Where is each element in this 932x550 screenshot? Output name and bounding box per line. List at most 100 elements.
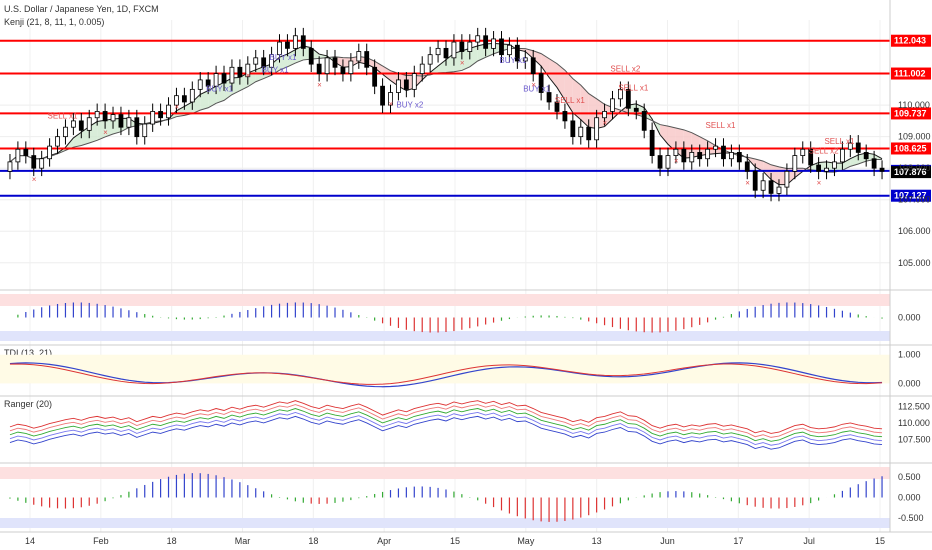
candle-body (348, 60, 354, 75)
signal-marker: × (745, 178, 750, 187)
candlestick-series (7, 27, 885, 202)
cloud-segment (192, 94, 201, 114)
candle-body (863, 152, 869, 160)
candle-body (507, 44, 512, 56)
price-tick-label: 107.000 (898, 195, 931, 205)
candle-body (752, 170, 758, 191)
signal-marker: × (32, 175, 37, 184)
signal-label: BUY x1 (206, 85, 234, 94)
price-level-badge (891, 189, 931, 202)
candle-body (847, 142, 853, 150)
candle-body (760, 180, 766, 191)
tdi-line (9, 362, 883, 388)
indicator-title: Kenji (21, 8, 11, 1, 0.005) (4, 17, 104, 27)
chart-grid (0, 20, 890, 532)
cloud-segment (208, 86, 217, 108)
time-tick-label: Jul (803, 536, 815, 546)
candle-body (205, 79, 211, 87)
candle-body (832, 161, 837, 169)
signal-marker: × (460, 59, 465, 68)
candle-body (562, 111, 568, 122)
price-level-badge (891, 34, 931, 47)
price-tick-label: 106.000 (898, 226, 931, 236)
candle-body (245, 63, 251, 78)
signal-label: BUY x1 (270, 53, 298, 62)
time-tick-label: May (517, 536, 535, 546)
pane-tick-label: 107.500 (898, 434, 931, 444)
candle-body (744, 161, 750, 172)
time-tick-label: 18 (167, 536, 177, 546)
time-tick-label: 13 (592, 536, 602, 546)
candle-body (879, 167, 885, 172)
price-axis[interactable]: 112.043111.002109.737108.625107.915107.1… (889, 0, 931, 532)
cloud-segment (660, 124, 668, 145)
candle-body (673, 148, 679, 156)
oversold-band (0, 518, 890, 528)
pane-tick-label: 0.000 (898, 378, 921, 388)
pane-tick-label: 0.500 (898, 472, 921, 482)
candle-body (86, 117, 92, 131)
cloud-segment (572, 78, 581, 120)
pane-tick-label: 0.000 (898, 493, 921, 503)
candle-body (546, 92, 552, 103)
overbought-band (0, 294, 890, 306)
last-price-value: 107.876 (894, 167, 927, 177)
candle-body (150, 111, 156, 125)
price-level-value: 107.127 (894, 191, 927, 201)
candle-body (499, 38, 504, 56)
candle-body (483, 35, 489, 49)
cloud-segment (216, 82, 225, 104)
candle-body (396, 79, 401, 93)
candle-body (372, 66, 378, 87)
candle-body (697, 152, 703, 160)
tdi-band (0, 354, 890, 384)
price-level-value: 109.737 (894, 108, 927, 118)
ranger-band-line (9, 408, 883, 442)
time-tick-label: Mar (235, 536, 251, 546)
candle-body (824, 167, 829, 172)
time-axis[interactable]: 14 Feb 18 Mar 18 Apr 15 May 13 Jun 17 Jul 15 (0, 531, 932, 546)
candle-body (705, 148, 711, 160)
candle-body (855, 142, 861, 153)
price-level-badge (891, 142, 931, 155)
cloud-segment (263, 64, 272, 79)
candle-body (625, 88, 631, 109)
cloud-segment (842, 158, 851, 171)
signal-label: SELL x1 (555, 96, 585, 105)
candle-body (142, 123, 148, 138)
time-tick-label: Feb (93, 536, 109, 546)
candle-body (736, 152, 742, 163)
signal-marker: × (174, 103, 179, 112)
signal-label: SELL x2 (809, 146, 839, 155)
candle-body (126, 117, 132, 128)
signal-marker: × (674, 156, 679, 165)
signal-label: BUY x1 (499, 56, 527, 65)
candle-body (110, 114, 116, 122)
cloud-segment (97, 120, 106, 141)
signal-marker: × (389, 100, 394, 109)
candle-body (427, 54, 433, 65)
candle-body (7, 161, 13, 172)
price-tick-label: 108.000 (898, 163, 931, 173)
pane-tick-label: 0.000 (898, 313, 921, 323)
time-tick-label: Jun (660, 536, 675, 546)
cloud-segment (771, 164, 779, 185)
candle-body (649, 129, 655, 156)
ranger-band-line (9, 404, 883, 438)
signal-label: BUY x1 (262, 66, 290, 75)
signal-marker: × (317, 81, 322, 90)
signal-label: SELL x1 (48, 112, 78, 121)
signal-label: BUY x2 (396, 100, 424, 109)
candle-body (308, 47, 314, 65)
signal-label: BUY x1 (523, 85, 551, 94)
oversold-band (0, 331, 890, 341)
candle-body (300, 35, 306, 49)
tdi-signal-line (9, 363, 883, 385)
signal-marker: × (603, 118, 608, 127)
last-price-badge (891, 166, 931, 179)
signal-marker: × (531, 81, 536, 90)
cloud-segment (564, 70, 573, 113)
overbought-band (0, 467, 890, 479)
candle-body (721, 145, 726, 160)
